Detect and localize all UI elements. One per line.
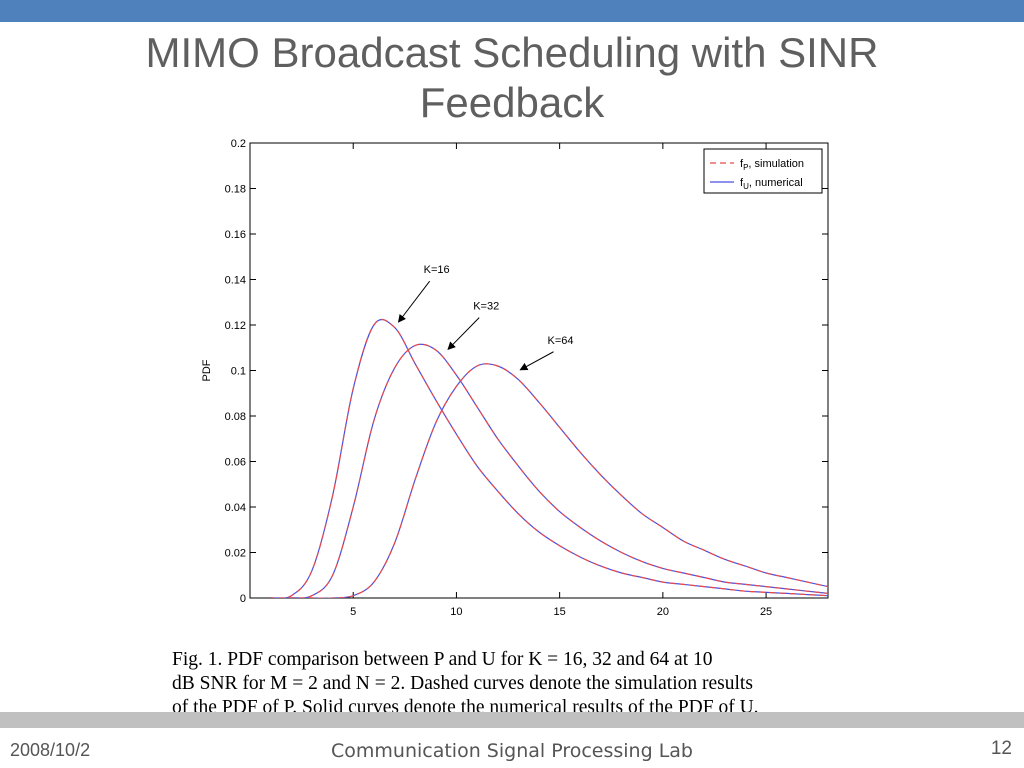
annotation-arrow xyxy=(397,280,431,323)
annotation-arrow xyxy=(447,317,480,351)
series-dashed-k-64 xyxy=(270,363,828,598)
x-tick-label: 25 xyxy=(760,606,772,618)
footer-date: 2008/10/2 xyxy=(10,740,91,760)
y-tick-label: 0.04 xyxy=(225,502,246,514)
annotation-arrow xyxy=(519,351,554,371)
plot-frame xyxy=(249,142,829,599)
annotation-label: K=16 xyxy=(424,264,450,276)
legend-entry-label: fP, simulation xyxy=(740,158,804,172)
x-tick-label: 15 xyxy=(554,606,566,618)
x-tick-label: 10 xyxy=(450,606,462,618)
page-number: 12 xyxy=(990,738,1012,759)
annotation-label: K=64 xyxy=(548,335,574,347)
caption-line-1: Fig. 1. PDF comparison between P and U f… xyxy=(172,649,713,670)
y-tick-label: 0.02 xyxy=(225,548,246,560)
slide-title-line-1: MIMO Broadcast Scheduling with SINR xyxy=(145,29,879,76)
y-tick-label: 0.18 xyxy=(225,184,246,196)
y-tick-label: 0.16 xyxy=(225,229,246,241)
footer-band xyxy=(0,712,1024,728)
pdf-line-chart: 0 0.02 0.04 0.06 0.08 0.1 0.12 0.14 0.16 0.18 0.2 5… xyxy=(201,138,829,618)
y-tick-label: 0.08 xyxy=(225,411,246,423)
y-tick-label: 0.14 xyxy=(225,275,246,287)
y-tick-label: 0.12 xyxy=(225,320,246,332)
x-tick-label: 20 xyxy=(657,606,669,618)
legend-entry-label: fU, numerical xyxy=(740,177,803,191)
series-dashed-k-16 xyxy=(270,318,828,598)
y-tick-label: 0.06 xyxy=(225,457,246,469)
slide-title-line-2: Feedback xyxy=(419,79,605,126)
x-tick-label: 5 xyxy=(350,606,356,618)
y-tick-label: 0.2 xyxy=(231,138,246,150)
annotation-label: K=32 xyxy=(473,301,499,313)
figure-caption: Fig. 1. PDF comparison between P and U f… xyxy=(172,648,860,720)
y-axis-label: PDF xyxy=(201,359,213,381)
series-solid-k-32 xyxy=(270,343,828,598)
y-tick-label: 0.1 xyxy=(231,366,246,378)
y-tick-label: 0 xyxy=(240,593,246,605)
slide-title: MIMO Broadcast Scheduling with SINR Feed… xyxy=(0,28,1024,128)
legend-box xyxy=(703,148,823,194)
caption-line-2: dB SNR for M = 2 and N = 2. Dashed curve… xyxy=(172,673,753,694)
top-accent-band xyxy=(0,0,1024,22)
footer-lab-name: Communication Signal Processing Lab xyxy=(331,740,693,762)
